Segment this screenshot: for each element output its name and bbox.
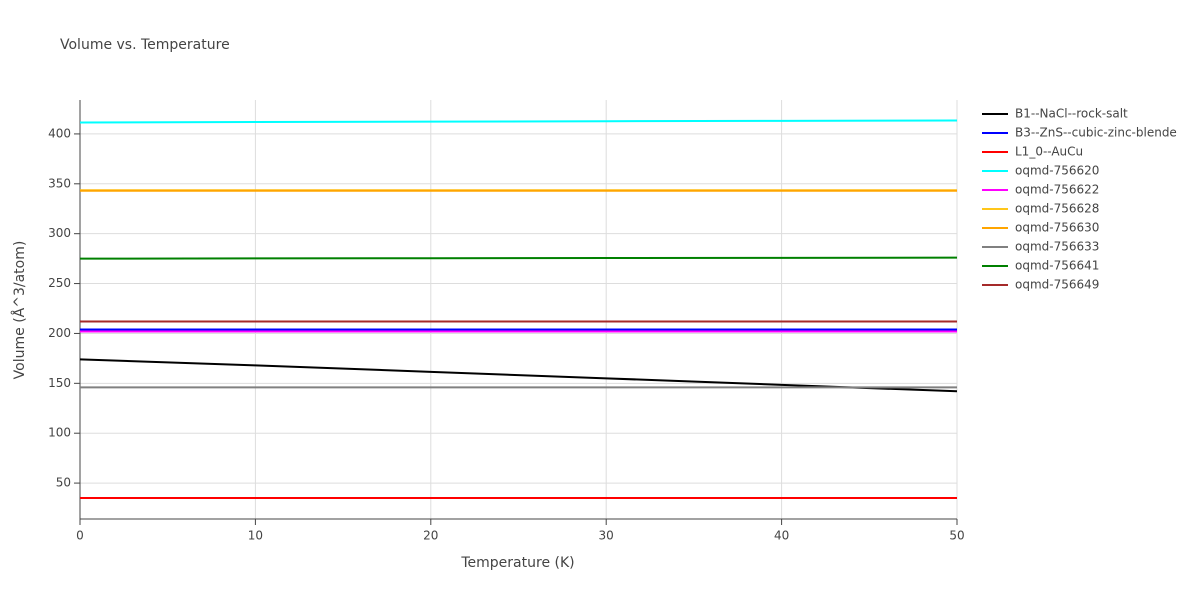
y-tick-label: 150 [48, 376, 71, 390]
y-axis-title: Volume (Å^3/atom) [11, 241, 28, 380]
x-tick-label: 30 [599, 529, 614, 543]
legend-label: L1_0--AuCu [1015, 145, 1083, 159]
y-tick-label: 300 [48, 226, 71, 240]
series-line [79, 119, 958, 124]
series-line [79, 256, 958, 260]
legend-label: oqmd-756630 [1015, 221, 1099, 235]
x-tick-label: 40 [774, 529, 789, 543]
legend-label: oqmd-756628 [1015, 202, 1099, 216]
y-tick-label: 350 [48, 176, 71, 190]
x-tick-label: 0 [76, 529, 84, 543]
legend-label: B3--ZnS--cubic-zinc-blende [1015, 126, 1177, 140]
x-tick-label: 20 [423, 529, 438, 543]
chart-title: Volume vs. Temperature [60, 37, 230, 53]
y-tick-label: 100 [48, 426, 71, 440]
legend-label: oqmd-756641 [1015, 259, 1099, 273]
legend-label: oqmd-756620 [1015, 164, 1099, 178]
y-tick-label: 400 [48, 126, 71, 140]
y-tick-label: 50 [56, 476, 71, 490]
legend-label: oqmd-756633 [1015, 240, 1099, 254]
legend-label: oqmd-756649 [1015, 278, 1099, 292]
y-tick-label: 200 [48, 326, 71, 340]
x-tick-label: 10 [248, 529, 263, 543]
legend-label: oqmd-756622 [1015, 183, 1099, 197]
legend-label: B1--NaCl--rock-salt [1015, 107, 1128, 121]
series-line [79, 358, 958, 393]
x-tick-label: 50 [949, 529, 964, 543]
y-tick-label: 250 [48, 276, 71, 290]
x-axis-title: Temperature (K) [460, 555, 574, 571]
